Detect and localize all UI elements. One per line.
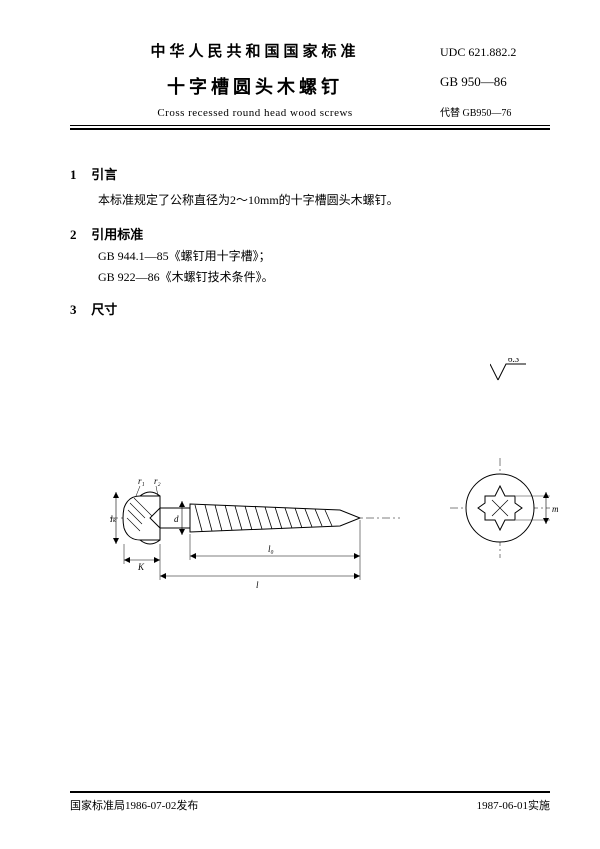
header-rule-thin (70, 125, 550, 126)
screw-side-svg: dₖ r₁ r₂ d K (110, 468, 410, 608)
figure-area: 6.3 (70, 388, 550, 618)
surface-finish-value: 6.3 (508, 358, 520, 364)
section-1-num: 1 (70, 167, 88, 183)
section-1-heading: 1 引言 (70, 164, 550, 183)
section-2-ref1: GB 944.1—85《螺钉用十字槽》； (98, 247, 550, 264)
udc-code: UDC 621.882.2 (440, 45, 550, 60)
title-en: Cross recessed round head wood screws (70, 107, 440, 119)
label-d: d (174, 514, 179, 524)
footer: 国家标准局1986-07-02发布 1987-06-01实施 (70, 791, 550, 813)
label-m: m (552, 504, 559, 514)
section-1-para: 本标准规定了公称直径为2～10mm的十字槽圆头木螺钉。 (98, 191, 550, 210)
gb-code: GB 950—86 (440, 74, 550, 90)
header-row: 中华人民共和国国家标准 十字槽圆头木螺钉 Cross recessed roun… (70, 40, 550, 119)
label-r2: r₂ (154, 476, 161, 486)
surface-finish-symbol: 6.3 (490, 358, 530, 391)
label-l0: l₀ (268, 544, 274, 554)
section-2-ref2: GB 922—86《木螺钉技术条件》。 (98, 268, 550, 285)
title-zh: 十字槽圆头木螺钉 (70, 73, 440, 99)
section-2-title: 引用标准 (91, 227, 143, 242)
section-1-title: 引言 (91, 167, 117, 182)
pretitle: 中华人民共和国国家标准 (70, 40, 440, 61)
screw-end-view: m (450, 458, 560, 572)
section-2-heading: 2 引用标准 (70, 224, 550, 243)
surface-finish-icon: 6.3 (490, 358, 530, 388)
page: 中华人民共和国国家标准 十字槽圆头木螺钉 Cross recessed roun… (0, 0, 600, 849)
label-dk: dₖ (110, 514, 117, 524)
codes-block: UDC 621.882.2 GB 950—86 代替 GB950—76 (440, 45, 550, 119)
label-l: l (256, 580, 259, 590)
content-body: 1 引言 本标准规定了公称直径为2～10mm的十字槽圆头木螺钉。 2 引用标准 … (70, 164, 550, 618)
footer-issued: 国家标准局1986-07-02发布 (70, 797, 198, 813)
screw-side-view: dₖ r₁ r₂ d K (110, 468, 410, 612)
section-3-heading: 3 尺寸 (70, 299, 550, 318)
footer-rule (70, 791, 550, 793)
label-r1: r₁ (138, 476, 145, 486)
section-3-num: 3 (70, 302, 88, 318)
section-3-title: 尺寸 (91, 302, 117, 317)
screw-end-svg: m (450, 458, 560, 568)
section-2-num: 2 (70, 227, 88, 243)
label-K: K (137, 562, 145, 572)
footer-effective: 1987-06-01实施 (477, 797, 550, 813)
header-rule-thick (70, 128, 550, 130)
title-block: 中华人民共和国国家标准 十字槽圆头木螺钉 Cross recessed roun… (70, 40, 440, 119)
document-header: 中华人民共和国国家标准 十字槽圆头木螺钉 Cross recessed roun… (70, 40, 550, 130)
footer-row: 国家标准局1986-07-02发布 1987-06-01实施 (70, 797, 550, 813)
replaces-code: 代替 GB950—76 (440, 104, 550, 119)
